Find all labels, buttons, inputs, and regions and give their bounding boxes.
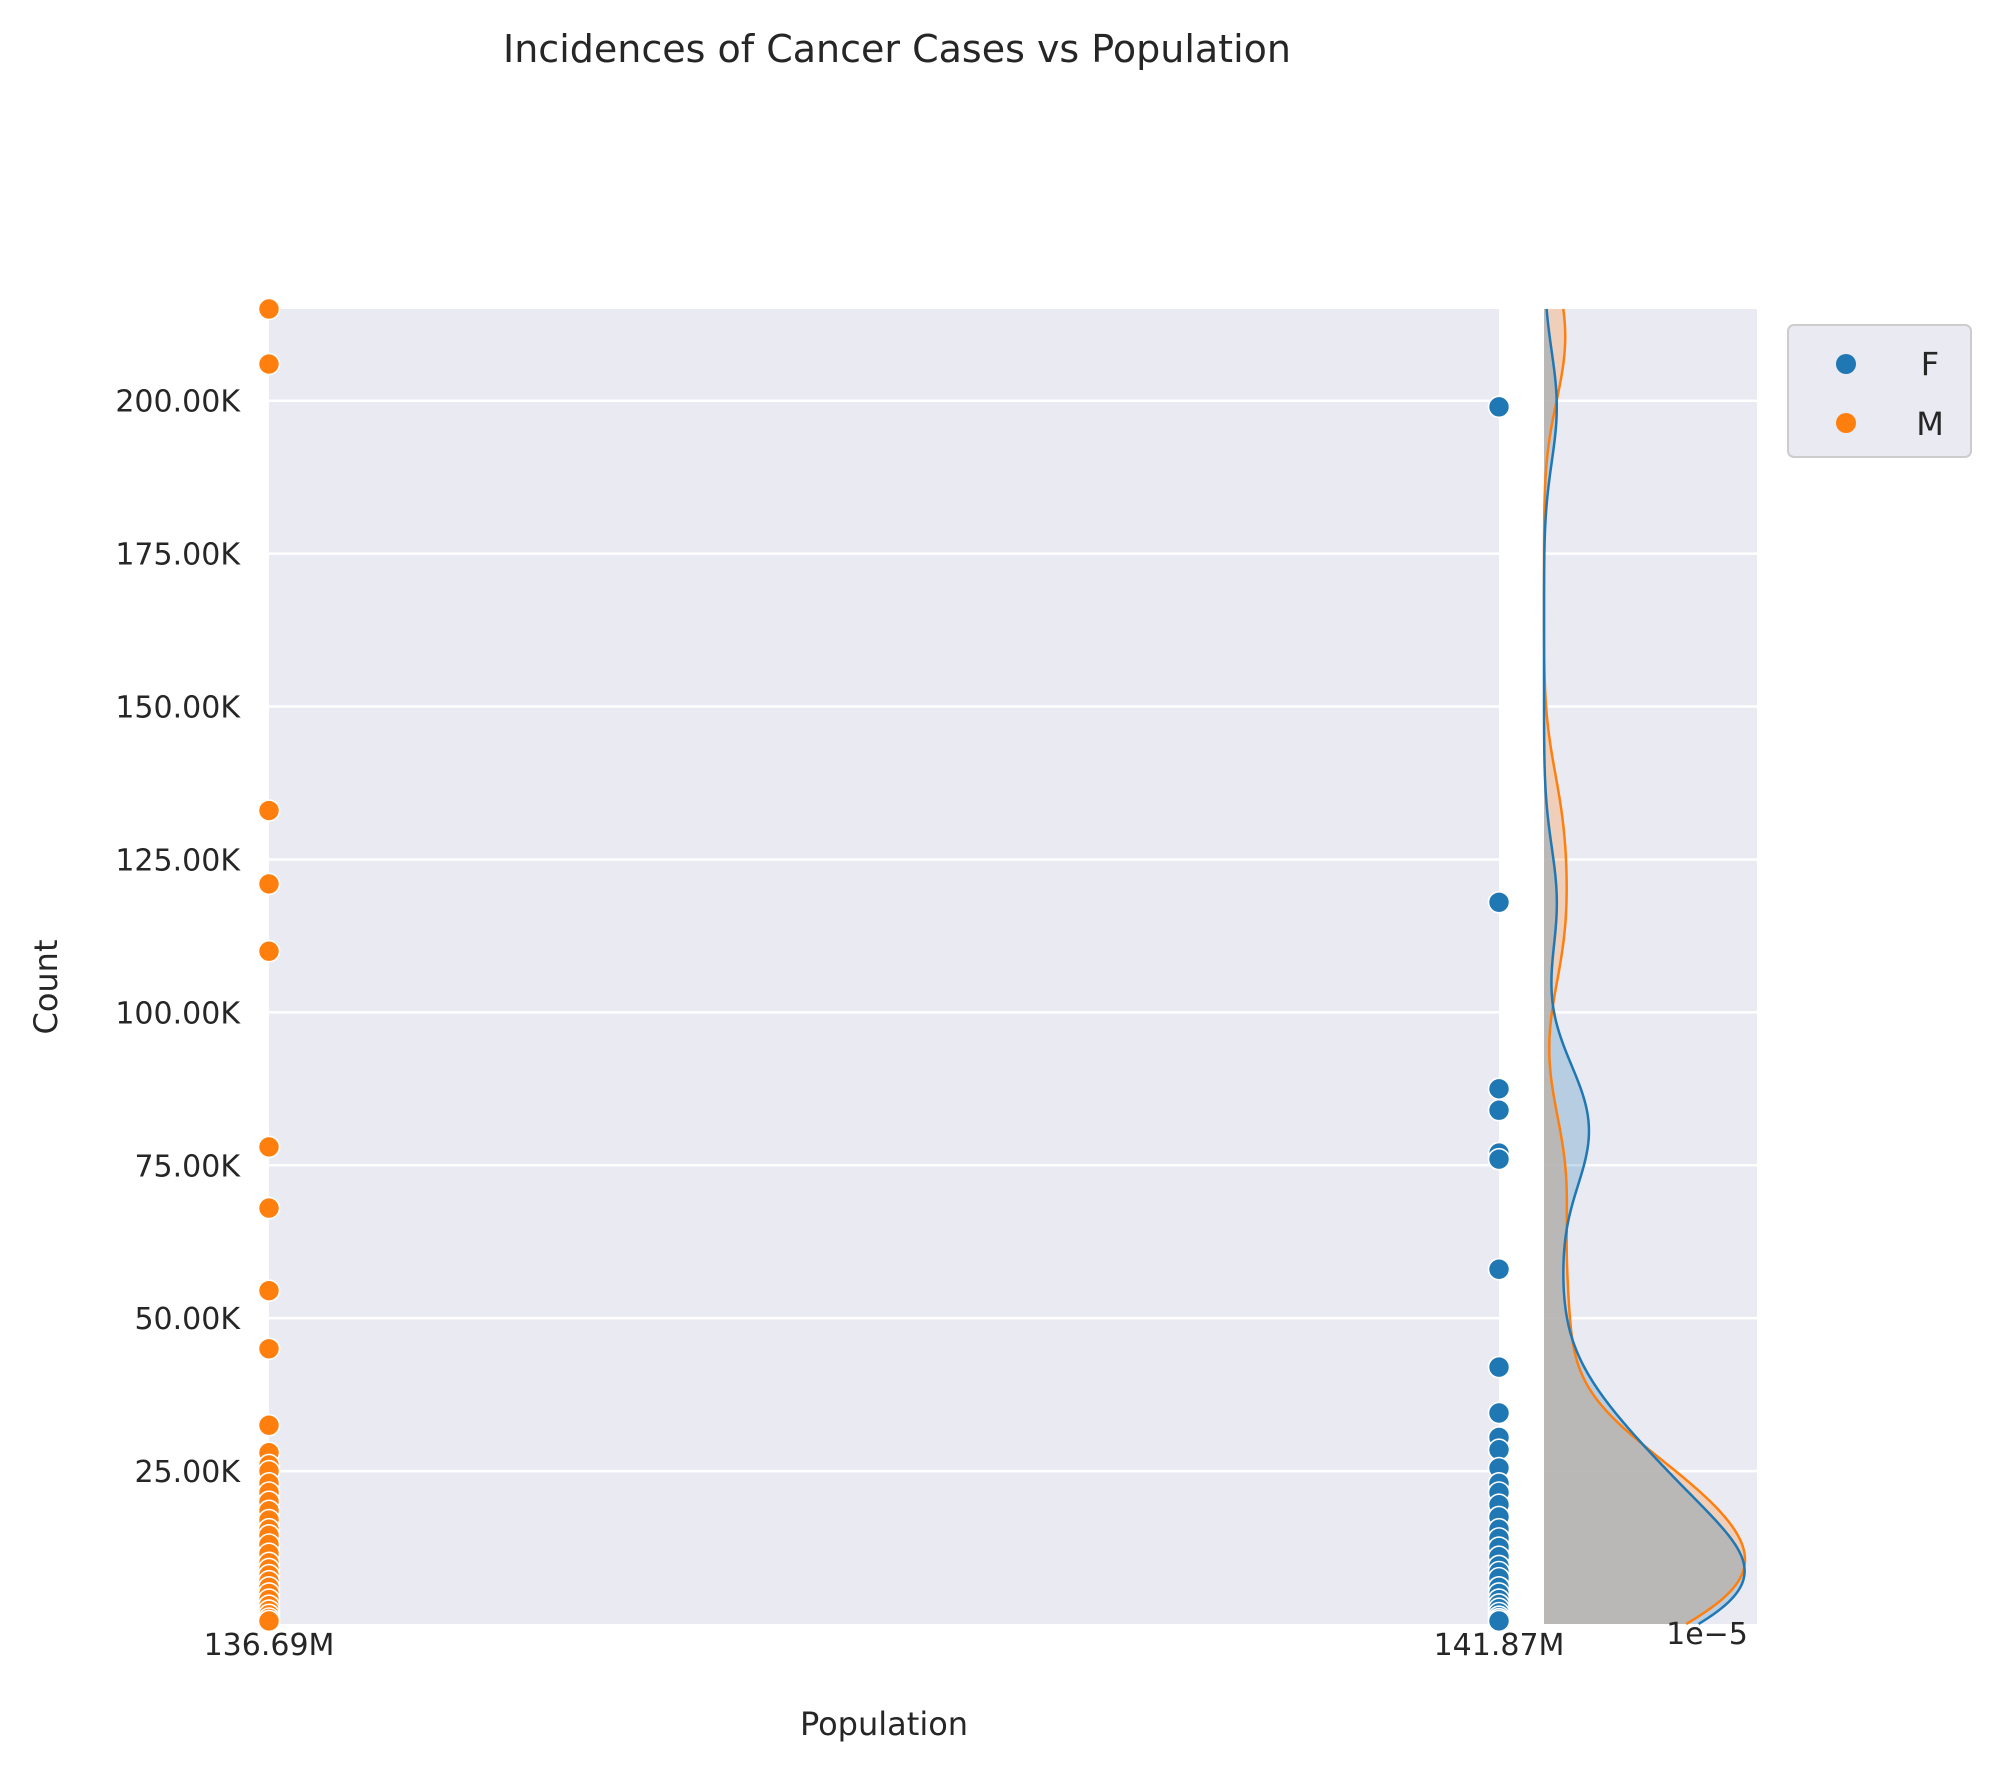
point-f — [1487, 890, 1511, 914]
gridlines — [269, 399, 1757, 1473]
point-m — [257, 297, 281, 321]
kde-fill-overlap — [1544, 309, 1745, 1624]
point-f — [1487, 1609, 1511, 1633]
point-f — [1487, 1257, 1511, 1281]
point-m — [257, 1135, 281, 1159]
point-m — [257, 352, 281, 376]
chart-title: Incidences of Cancer Cases vs Population — [503, 27, 1291, 71]
legend-marker-m — [1836, 413, 1856, 433]
point-f — [1487, 1077, 1511, 1101]
plot-background — [269, 309, 1499, 1624]
y-tick-label: 75.00K — [134, 1149, 241, 1184]
y-tick-label: 125.00K — [115, 843, 241, 878]
point-f — [1487, 1147, 1511, 1171]
y-tick-labels: 25.00K 50.00K 75.00K 100.00K 125.00K 150.00K 1… — [115, 385, 241, 1490]
point-f — [1487, 395, 1511, 419]
x-tick-label-2: 141.87M — [1434, 1628, 1565, 1663]
x-tick-label-1: 136.69M — [204, 1628, 335, 1663]
legend-label-m: M — [1916, 405, 1944, 443]
point-f — [1487, 1355, 1511, 1379]
legend-label-f: F — [1921, 345, 1939, 383]
point-m — [257, 939, 281, 963]
kde-line-f — [1542, 308, 1746, 1626]
point-f — [1487, 1401, 1511, 1425]
x-axis-label: Population — [800, 1705, 968, 1743]
y-tick-label: 100.00K — [115, 996, 241, 1031]
point-m — [257, 799, 281, 822]
y-tick-label: 175.00K — [115, 538, 241, 573]
y-tick-label: 25.00K — [134, 1455, 241, 1490]
y-tick-label: 200.00K — [115, 385, 241, 420]
point-m — [257, 1279, 281, 1302]
y-tick-label: 150.00K — [115, 691, 241, 726]
point-m — [257, 872, 281, 896]
point-m — [257, 1337, 281, 1361]
marginal-kde — [1542, 308, 1747, 1626]
marginal-scale-label: 1e−5 — [1666, 1617, 1748, 1652]
point-m — [257, 1413, 281, 1437]
point-m — [257, 1196, 281, 1220]
legend-frame — [1787, 324, 1972, 458]
point-m — [257, 1609, 281, 1633]
legend: F M — [1787, 324, 1972, 458]
point-f — [1487, 1098, 1511, 1122]
legend-marker-f — [1836, 354, 1856, 374]
y-tick-label: 50.00K — [134, 1302, 241, 1337]
y-axis-label: Count — [27, 939, 65, 1034]
scatter-points — [257, 297, 1511, 1633]
